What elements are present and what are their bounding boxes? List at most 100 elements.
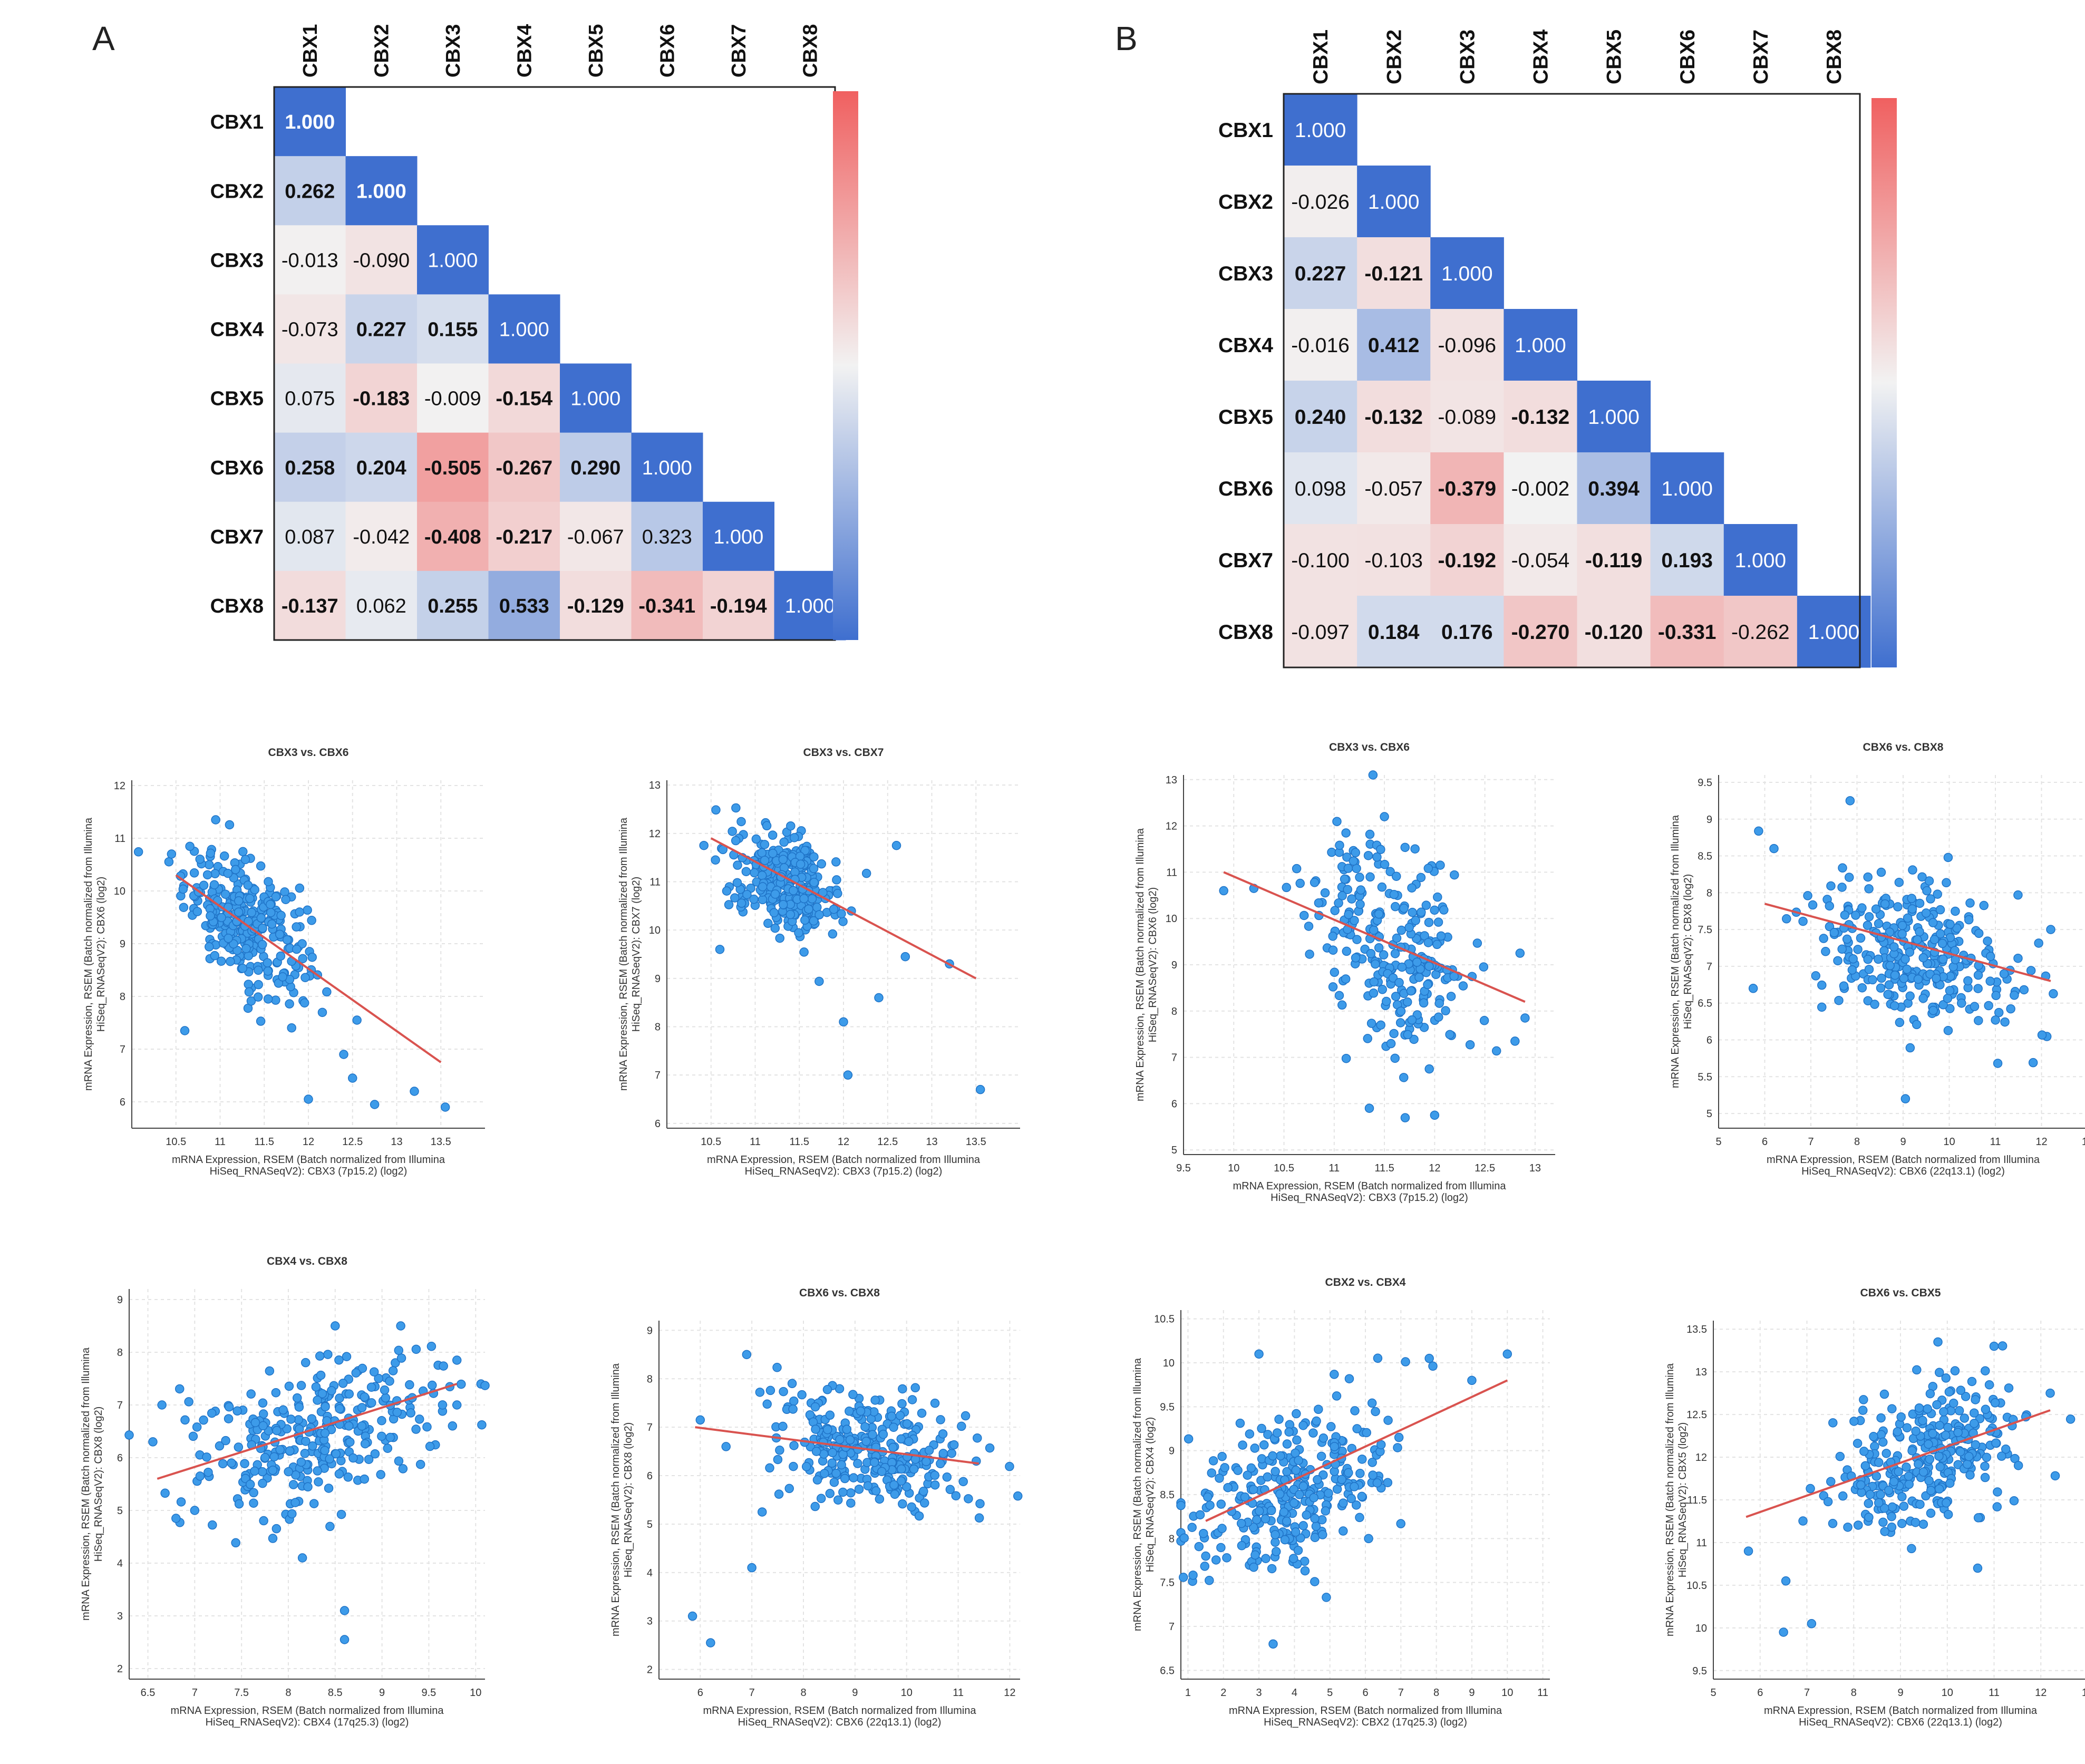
data-point [1339, 1498, 1348, 1508]
data-point [210, 951, 220, 961]
data-point [1798, 916, 1808, 926]
y-tick-label: 10.5 [1154, 1314, 1175, 1325]
data-point [823, 1424, 832, 1435]
data-point [828, 1448, 837, 1458]
data-point [422, 1422, 432, 1432]
data-point [1934, 1451, 1944, 1461]
data-point [904, 1437, 914, 1447]
data-point [1205, 1500, 1215, 1510]
data-point [1200, 1562, 1210, 1571]
data-point [205, 942, 214, 952]
data-point [1215, 1474, 1224, 1483]
x-tick-label: 11 [215, 1136, 226, 1148]
heatmap-value: 0.176 [1441, 621, 1493, 644]
data-point [1450, 870, 1459, 880]
heatmap-value: 0.184 [1368, 621, 1420, 644]
data-point [1423, 938, 1433, 947]
data-point [1351, 953, 1361, 963]
data-point [1899, 1501, 1909, 1511]
data-point [751, 834, 761, 844]
data-point [1769, 844, 1779, 854]
data-point [1342, 946, 1352, 956]
data-point [1207, 1468, 1217, 1478]
data-point [1993, 1059, 2003, 1068]
data-point [1187, 1523, 1197, 1532]
scatter-title: CBX2 vs. CBX4 [1325, 1276, 1406, 1288]
y-axis-label: HiSeq_RNASeqV2): CBX6 (log2) [1147, 887, 1159, 1043]
data-point [760, 856, 770, 865]
data-point [829, 904, 839, 914]
data-point [411, 1424, 421, 1434]
data-point [192, 1422, 202, 1432]
data-point [339, 1050, 348, 1059]
heatmap-cell [488, 570, 560, 641]
y-tick-label: 5.5 [1698, 1071, 1712, 1083]
data-point [1344, 1468, 1353, 1478]
data-point [278, 972, 287, 982]
y-tick-label: 12 [1695, 1452, 1707, 1463]
x-tick-label: 5 [1327, 1687, 1333, 1699]
heatmap-cell [345, 432, 418, 502]
data-point [1377, 882, 1387, 892]
data-point [1380, 860, 1390, 869]
x-tick-label: 8 [1851, 1687, 1857, 1699]
data-point [1388, 973, 1398, 983]
data-point [1926, 1486, 1936, 1495]
data-point [1838, 863, 1847, 873]
heatmap-col-label: CBX3 [1456, 30, 1479, 84]
data-point [1863, 954, 1873, 964]
data-point [366, 1382, 376, 1392]
data-point [260, 1452, 270, 1462]
x-tick-label: 11 [1328, 1162, 1340, 1174]
data-point [370, 1100, 380, 1109]
data-point [1434, 1012, 1443, 1022]
data-point [1828, 1519, 1838, 1528]
data-point [1933, 889, 1942, 899]
data-point [788, 1404, 798, 1414]
data-point [1350, 1406, 1360, 1416]
y-axis-label: HiSeq_RNASeqV2): CBX4 (log2) [1145, 1417, 1156, 1573]
data-point [1929, 935, 1939, 945]
x-axis-label: HiSeq_RNASeqV2): CBX4 (17q25.3) (log2) [206, 1717, 409, 1728]
heatmap-cell [1504, 381, 1577, 453]
x-tick-label: 7.5 [234, 1687, 249, 1699]
data-point [1254, 1349, 1264, 1359]
data-point [294, 1402, 304, 1412]
data-point [1973, 1513, 1983, 1523]
data-point [779, 1387, 788, 1397]
data-point [1781, 1576, 1791, 1586]
data-point [829, 1477, 839, 1487]
data-point [1979, 900, 1989, 910]
scatter-plot-1: 10.5 11 11.5 12 12.5 13 13.5 6 7 8 9 10 11 12 CBX3 vs.… [83, 747, 485, 1177]
data-point [202, 870, 212, 880]
data-point [1899, 974, 1909, 983]
data-point [394, 1456, 404, 1466]
data-point [878, 1429, 888, 1439]
scatter-plot-8: 5 6 7 8 9 10 11 12 13 9.5 10 10.5 11 11.5 12 12.5 13 13.5… [1664, 1287, 2085, 1728]
data-point [271, 1524, 282, 1534]
scatter-plot-4: 5 6 7 8 9 10 11 12 13 5 5.5 6 6.5 7 7.5 8 8.5 9 9.5 CBX6 vs… [1670, 741, 2085, 1177]
data-point [1914, 1403, 1924, 1413]
heatmap-value: -0.194 [710, 595, 767, 617]
data-point [246, 996, 256, 1006]
data-point [327, 1386, 336, 1395]
data-point [1259, 1440, 1269, 1450]
data-point [1362, 1428, 1371, 1438]
data-point [1915, 1499, 1925, 1509]
data-point [1945, 1478, 1955, 1488]
data-point [722, 886, 732, 896]
data-point [1880, 1527, 1889, 1536]
heatmap-cell [1430, 596, 1504, 668]
heatmap-value: -0.096 [1438, 334, 1497, 357]
y-tick-label: 6.5 [1160, 1665, 1175, 1676]
y-tick-label: 10 [114, 886, 125, 897]
data-point [1913, 974, 1923, 984]
data-point [1282, 1516, 1292, 1526]
heatmap-cell [1284, 309, 1357, 381]
data-point [295, 883, 305, 893]
y-tick-label: 6 [647, 1470, 653, 1482]
data-point [961, 1411, 971, 1421]
x-axis-label: HiSeq_RNASeqV2): CBX6 (22q13.1) (log2) [1799, 1717, 2002, 1728]
data-point [1211, 1555, 1221, 1565]
data-point [234, 1499, 244, 1509]
